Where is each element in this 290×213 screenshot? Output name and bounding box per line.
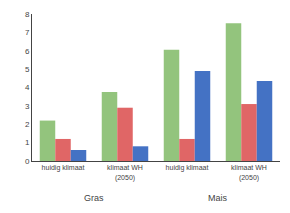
svg-text:2: 2: [25, 120, 30, 129]
svg-text:0: 0: [25, 157, 30, 166]
svg-text:klimaat WH(2050): klimaat WH(2050): [231, 164, 267, 181]
svg-text:1: 1: [25, 138, 30, 147]
svg-text:klimaat WH(2050): klimaat WH(2050): [107, 164, 143, 181]
svg-text:Mais: Mais: [208, 193, 228, 203]
svg-text:5: 5: [25, 65, 30, 74]
svg-text:Gras: Gras: [84, 193, 104, 203]
svg-text:8: 8: [25, 10, 30, 19]
svg-text:6: 6: [25, 47, 30, 56]
svg-text:3: 3: [25, 102, 30, 111]
svg-text:7: 7: [25, 28, 30, 37]
svg-text:4: 4: [25, 83, 30, 92]
svg-text:huidig klimaat: huidig klimaat: [166, 164, 209, 172]
svg-text:huidig klimaat: huidig klimaat: [42, 164, 85, 172]
